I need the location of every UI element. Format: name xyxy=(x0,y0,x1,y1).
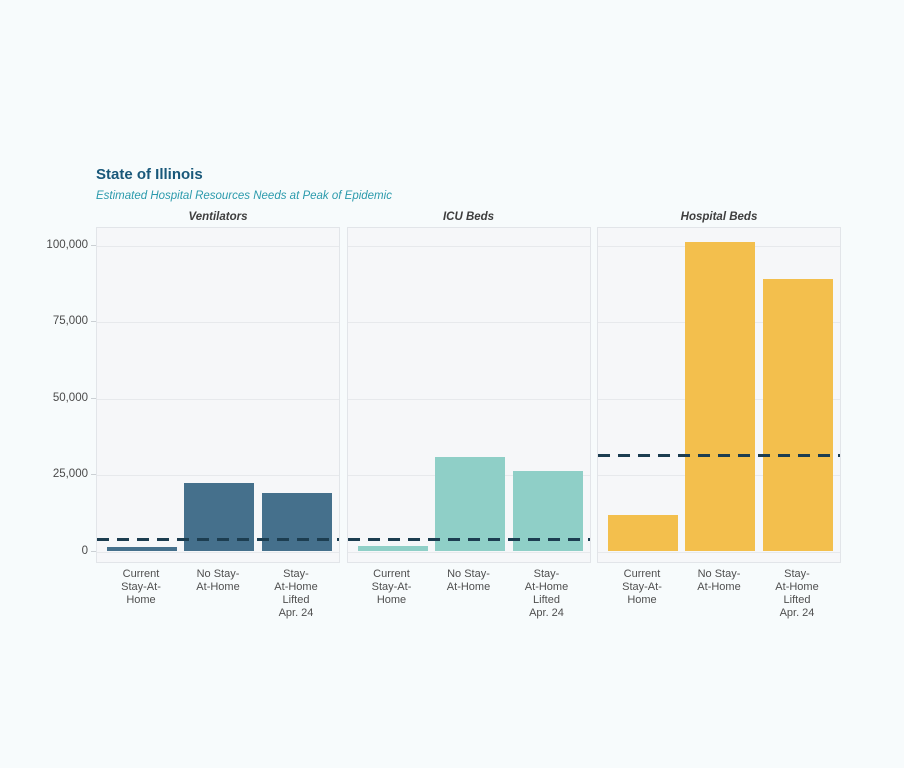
x-axis-tick-label: Stay- At-Home Lifted Apr. 24 xyxy=(775,568,819,619)
bar-stay-at-home-lifted-apr-24 xyxy=(763,278,833,552)
capacity-line xyxy=(347,538,590,542)
gridline xyxy=(97,475,339,477)
y-axis-tick-mark xyxy=(91,321,96,323)
gridline xyxy=(97,246,339,247)
x-axis-tick-label: Current Stay-At- Home xyxy=(121,568,161,606)
gridline xyxy=(347,551,590,553)
y-axis-tick-label: 50,000 xyxy=(52,391,88,404)
gridline xyxy=(598,551,840,553)
x-axis-tick-label: No Stay- At-Home xyxy=(446,568,491,593)
y-axis-tick-mark xyxy=(91,397,96,399)
bar-current-stay-at-home xyxy=(107,546,177,552)
gridline xyxy=(97,322,339,324)
panel-ventilators xyxy=(96,227,340,563)
chart-subtitle: Estimated Hospital Resources Needs at Pe… xyxy=(96,190,392,202)
x-axis-tick-label: Stay- At-Home Lifted Apr. 24 xyxy=(274,568,318,619)
y-axis-tick-label: 75,000 xyxy=(52,315,88,328)
y-axis-tick-label: 100,000 xyxy=(46,239,88,251)
bar-stay-at-home-lifted-apr-24 xyxy=(512,471,583,552)
y-axis-tick-mark xyxy=(91,245,96,246)
y-axis-tick-label: 25,000 xyxy=(52,468,88,481)
panel-icu-beds xyxy=(346,227,591,563)
x-axis-tick-label: No Stay- At-Home xyxy=(697,568,741,593)
bar-current-stay-at-home xyxy=(608,514,678,552)
capacity-line xyxy=(97,538,339,542)
bar-no-stay-at-home xyxy=(434,457,505,552)
gridline xyxy=(347,246,590,247)
bar-stay-at-home-lifted-apr-24 xyxy=(262,493,332,552)
gridline xyxy=(97,551,339,553)
facet-title-icu-beds: ICU Beds xyxy=(442,211,495,223)
x-axis-tick-label: No Stay- At-Home xyxy=(196,568,240,593)
facet-title-ventilators: Ventilators xyxy=(188,211,248,223)
capacity-line xyxy=(598,453,840,457)
y-axis-tick-mark xyxy=(91,550,96,552)
gridline xyxy=(97,398,339,400)
y-axis-tick-mark xyxy=(91,474,96,476)
facet-title-hospital-beds: Hospital Beds xyxy=(680,211,758,223)
panel-hospital-beds xyxy=(597,227,841,563)
x-axis-tick-label: Stay- At-Home Lifted Apr. 24 xyxy=(524,568,569,619)
bar-no-stay-at-home xyxy=(685,242,755,552)
chart-title: State of Illinois xyxy=(96,166,203,183)
y-axis-tick-label: 0 xyxy=(81,544,88,557)
x-axis-tick-label: Current Stay-At- Home xyxy=(371,568,412,606)
x-axis-tick-label: Current Stay-At- Home xyxy=(622,568,662,606)
gridline xyxy=(347,398,590,400)
bar-current-stay-at-home xyxy=(357,545,428,552)
gridline xyxy=(347,322,590,324)
